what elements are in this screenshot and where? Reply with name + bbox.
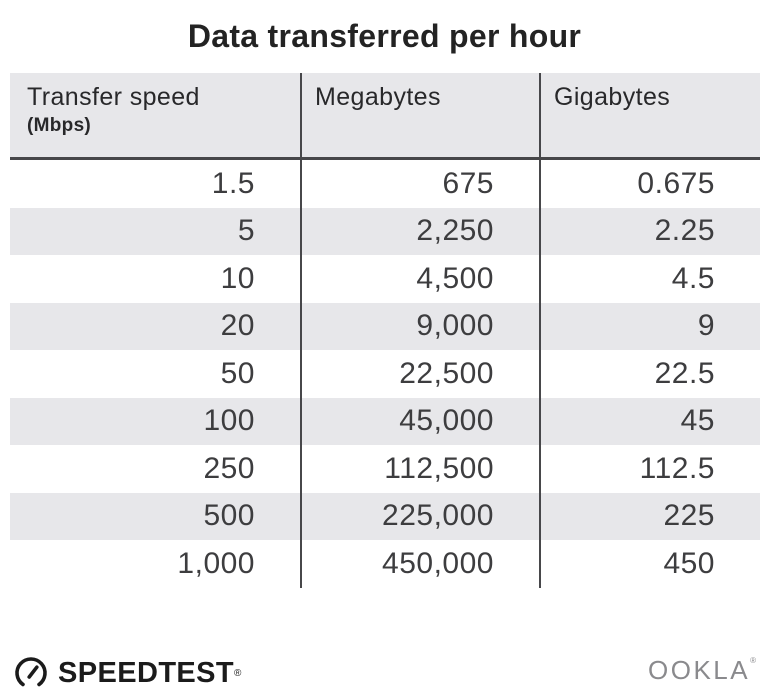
cell-speed: 1.5 (10, 160, 302, 208)
cell-gigabytes: 112.5 (639, 451, 715, 485)
cell-speed: 20 (10, 302, 302, 350)
table-row: 100 45,000 45 (10, 397, 760, 445)
cell-gigabytes: 4.5 (671, 261, 715, 295)
cell-speed: 50 (10, 350, 302, 398)
ookla-registered-mark: ® (750, 656, 756, 665)
table-row: 1.5 675 0.675 (10, 160, 760, 208)
cell-megabytes: 450,000 (302, 540, 541, 588)
ookla-logo: OOKLA® (648, 655, 756, 686)
cell-speed: 1,000 (10, 540, 302, 588)
speedtest-wordmark: SPEEDTEST (58, 656, 235, 689)
header-mbps-unit: (Mbps) (27, 115, 92, 136)
cell-speed: 250 (10, 445, 302, 493)
header-megabytes: Megabytes (302, 73, 541, 157)
table-row: 1,000 450,000 450 (10, 540, 760, 588)
cell-megabytes: 22,500 (302, 350, 541, 398)
cell-speed: 10 (10, 255, 302, 303)
table-row: 10 4,500 4.5 (10, 255, 760, 303)
cell-gigabytes: 450 (663, 546, 715, 580)
cell-gigabytes: 2.25 (654, 214, 715, 248)
header-gigabytes: Gigabytes (541, 73, 760, 157)
cell-megabytes: 225,000 (302, 492, 541, 540)
cell-speed: 500 (10, 492, 302, 540)
cell-megabytes: 2,250 (302, 207, 541, 255)
table-header-row: Transfer speed (Mbps) Megabytes Gigabyte… (10, 73, 760, 160)
table-body: 1.5 675 0.675 5 2,250 2.25 10 4,500 4.5 … (10, 160, 760, 588)
table-row: 5 2,250 2.25 (10, 207, 760, 255)
cell-gigabytes: 9 (697, 309, 715, 343)
table-row: 500 225,000 225 (10, 492, 760, 540)
ookla-wordmark: OOKLA (648, 655, 751, 685)
cell-megabytes: 9,000 (302, 302, 541, 350)
data-table: Transfer speed (Mbps) Megabytes Gigabyte… (10, 73, 760, 588)
cell-speed: 5 (10, 207, 302, 255)
cell-gigabytes: 0.675 (637, 166, 715, 200)
cell-megabytes: 4,500 (302, 255, 541, 303)
header-gigabytes-label: Gigabytes (554, 83, 671, 111)
cell-gigabytes: 225 (663, 499, 715, 533)
header-transfer-speed-label: Transfer speed (27, 83, 200, 111)
cell-gigabytes: 45 (680, 404, 715, 438)
cell-speed: 100 (10, 397, 302, 445)
speedtest-logo: SPEEDTEST ® (13, 655, 241, 691)
table-row: 20 9,000 9 (10, 302, 760, 350)
page-title: Data transferred per hour (187, 18, 582, 54)
speedtest-gauge-icon (15, 657, 47, 687)
cell-megabytes: 45,000 (302, 397, 541, 445)
speedtest-registered-mark: ® (234, 667, 242, 679)
cell-megabytes: 112,500 (302, 445, 541, 493)
cell-gigabytes: 22.5 (654, 356, 715, 390)
table-row: 50 22,500 22.5 (10, 350, 760, 398)
cell-megabytes: 675 (302, 160, 541, 208)
table-row: 250 112,500 112.5 (10, 445, 760, 493)
header-megabytes-label: Megabytes (315, 83, 441, 111)
header-transfer-speed: Transfer speed (Mbps) (10, 73, 302, 157)
